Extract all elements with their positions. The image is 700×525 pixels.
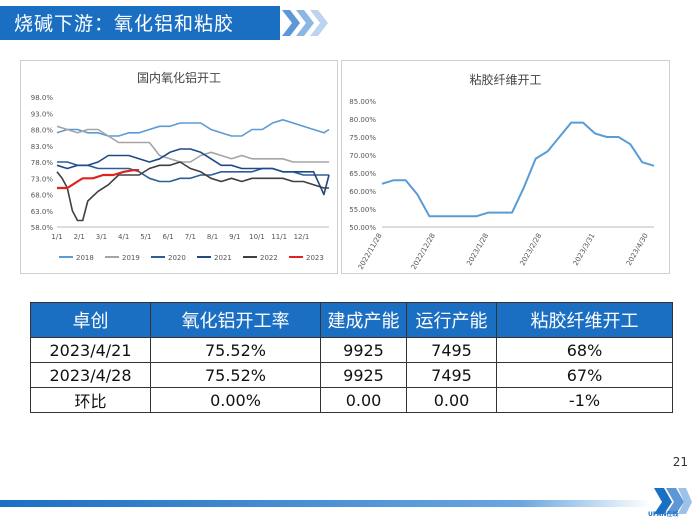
x-tick-label: 2023/3/31: [572, 232, 597, 267]
table-row: 2023/4/28 75.52% 9925 7495 67%: [30, 362, 673, 388]
y-tick-label: 98.0%: [31, 94, 54, 102]
page-header: 烧碱下游：氧化铝和粘胶: [0, 0, 700, 48]
summary-table: 卓创 氧化铝开工率 建成产能 运行产能 粘胶纤维开工 2023/4/21 75.…: [30, 302, 673, 413]
table-cell: -1%: [496, 387, 673, 413]
table-cell: 75.52%: [150, 337, 321, 363]
y-tick-label: 88.0%: [31, 127, 54, 135]
y-tick-label: 58.0%: [31, 224, 54, 232]
y-tick-label: 68.0%: [31, 192, 54, 200]
y-tick-label: 78.0%: [31, 159, 54, 167]
y-tick-label: 60.00%: [349, 188, 376, 196]
column-header: 氧化铝开工率: [150, 302, 321, 338]
x-tick-label: 2022/11/28: [357, 232, 384, 271]
y-tick-label: 63.0%: [31, 208, 54, 216]
table-cell: 68%: [496, 337, 673, 363]
column-header: 粘胶纤维开工: [496, 302, 673, 338]
legend-label: 2021: [214, 254, 232, 262]
table-cell: 7495: [406, 337, 497, 363]
table-cell: 9925: [320, 362, 407, 388]
x-tick-label: 2023/2/28: [519, 232, 544, 267]
page-number: 21: [672, 455, 688, 469]
x-tick-label: 3/1: [96, 233, 107, 241]
y-tick-label: 50.00%: [349, 224, 376, 232]
table-cell: 0.00: [320, 387, 407, 413]
table-row: 2023/4/21 75.52% 9925 7495 68%: [30, 337, 673, 363]
series-line-2018: [56, 119, 330, 137]
series-line-2019: [56, 125, 329, 163]
table-cell: 9925: [320, 337, 407, 363]
table-row: 环比 0.00% 0.00 0.00 -1%: [30, 387, 673, 413]
x-tick-label: 6/1: [162, 233, 173, 241]
legend-label: 2020: [168, 254, 186, 262]
alumina-chart-svg: 98.0% 93.0% 88.0% 83.0% 78.0% 73.0% 68.0% 63.0%…: [31, 94, 330, 262]
column-header: 卓创: [30, 302, 151, 338]
x-tick-label: 10/1: [249, 233, 265, 241]
series-line-2021: [56, 148, 330, 196]
legend-label: 2018: [76, 254, 94, 262]
legend-label: 2022: [260, 254, 278, 262]
x-tick-label: 2/1: [74, 233, 85, 241]
column-header: 建成产能: [320, 302, 407, 338]
column-header: 运行产能: [406, 302, 497, 338]
y-tick-label: 73.0%: [31, 175, 54, 183]
table-cell: 环比: [30, 387, 151, 413]
y-tick-label: 85.00%: [349, 98, 376, 106]
table-cell: 0.00: [406, 387, 497, 413]
title-bar: [0, 6, 280, 40]
viscose-chart-svg: 85.00% 80.00% 75.00% 70.00% 65.00% 60.00% 55.0…: [349, 98, 655, 271]
x-tick-label: 2022/12/28: [410, 232, 437, 271]
table-cell: 0.00%: [150, 387, 321, 413]
y-tick-label: 70.00%: [349, 152, 376, 160]
x-tick-label: 1/1: [51, 233, 62, 241]
y-tick-label: 93.0%: [31, 110, 54, 118]
table-cell: 7495: [406, 362, 497, 388]
x-tick-label: 12/1: [294, 233, 310, 241]
logo-text: UPAN在线: [648, 511, 679, 518]
alumina-chart: 国内氧化铝开工 98.0% 93.0% 88.0% 83.0% 78.0% 73.0% 68…: [20, 60, 338, 274]
table-cell: 67%: [496, 362, 673, 388]
x-tick-label: 9/1: [229, 233, 240, 241]
page-title: 烧碱下游：氧化铝和粘胶: [14, 13, 235, 35]
footer-bar: [0, 500, 650, 507]
chart-title: 粘胶纤维开工: [469, 73, 542, 87]
table-cell: 2023/4/28: [30, 362, 151, 388]
series-line-2022: [56, 161, 329, 222]
x-tick-label: 11/1: [271, 233, 287, 241]
x-tick-label: 2023/4/30: [625, 232, 650, 267]
y-tick-label: 75.00%: [349, 134, 376, 142]
company-logo-icon: [654, 488, 692, 514]
table-cell: 2023/4/21: [30, 337, 151, 363]
x-tick-label: 4/1: [118, 233, 129, 241]
chevron-decoration-icon: [282, 10, 328, 36]
x-tick-label: 5/1: [140, 233, 151, 241]
chart-title: 国内氧化铝开工: [136, 71, 221, 85]
series-line: [381, 121, 655, 218]
viscose-chart: 粘胶纤维开工 85.00% 80.00% 75.00% 70.00% 65.00% 60.…: [341, 60, 670, 274]
y-tick-label: 80.00%: [349, 116, 376, 124]
series-line-2023: [57, 169, 140, 190]
legend-label: 2019: [122, 254, 140, 262]
legend-label: 2023: [306, 254, 324, 262]
y-tick-label: 55.00%: [349, 206, 376, 214]
x-tick-label: 7/1: [185, 233, 196, 241]
table-cell: 75.52%: [150, 362, 321, 388]
x-tick-label: 8/1: [207, 233, 218, 241]
y-tick-label: 83.0%: [31, 143, 54, 151]
y-tick-label: 65.00%: [349, 170, 376, 178]
x-tick-label: 2023/1/28: [465, 232, 490, 267]
table-header-row: 卓创 氧化铝开工率 建成产能 运行产能 粘胶纤维开工: [30, 302, 673, 338]
